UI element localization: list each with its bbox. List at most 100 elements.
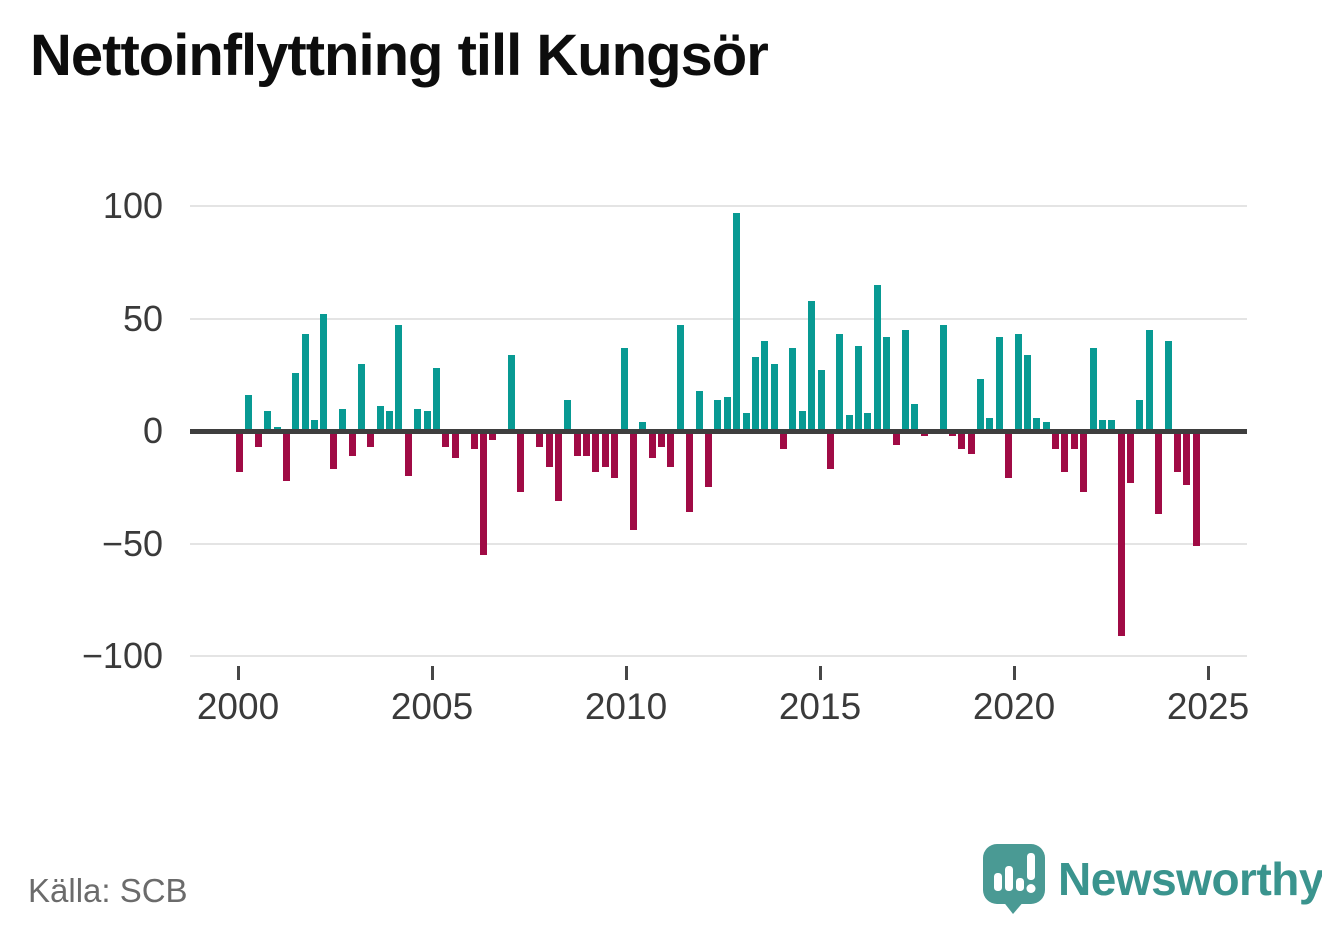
bar xyxy=(376,406,384,431)
bar xyxy=(751,356,759,431)
bar xyxy=(826,431,834,470)
gridline xyxy=(190,317,1247,320)
bar xyxy=(1145,329,1153,431)
y-tick-label: 0 xyxy=(142,410,163,451)
bar xyxy=(1080,431,1088,492)
bar xyxy=(864,413,872,431)
bar xyxy=(451,431,459,458)
bar xyxy=(723,397,731,431)
x-tick-mark xyxy=(1207,666,1210,680)
bar xyxy=(742,413,750,431)
bar xyxy=(357,363,365,431)
x-tick-label: 2015 xyxy=(778,686,862,727)
x-tick-mark xyxy=(431,666,434,680)
bar xyxy=(1174,431,1181,472)
bar xyxy=(911,404,919,431)
bar xyxy=(1061,431,1069,472)
bar xyxy=(892,431,900,445)
bar xyxy=(676,325,684,431)
bar xyxy=(761,341,769,431)
bar xyxy=(686,431,694,512)
bar xyxy=(320,314,328,431)
bar xyxy=(329,431,337,470)
bar xyxy=(939,325,947,431)
bar xyxy=(995,336,1003,431)
bar xyxy=(1070,431,1078,449)
chart-title: Nettoinflyttning till Kungsör xyxy=(30,23,769,88)
bar xyxy=(554,431,562,501)
bar xyxy=(432,368,440,431)
bar xyxy=(611,431,619,479)
gridline xyxy=(190,655,1247,657)
bar xyxy=(1023,354,1031,431)
bar xyxy=(1136,399,1144,431)
x-tick-mark xyxy=(819,666,822,680)
bar xyxy=(423,410,431,431)
bar xyxy=(1117,431,1125,636)
bar xyxy=(883,336,891,431)
bar xyxy=(901,329,909,431)
gridline xyxy=(190,542,1247,545)
bar xyxy=(414,408,422,431)
bar xyxy=(733,212,741,431)
bar xyxy=(808,300,816,431)
bar xyxy=(583,431,591,456)
bar xyxy=(1183,431,1191,485)
bar xyxy=(1164,341,1172,431)
bar xyxy=(508,354,516,431)
bar xyxy=(311,419,319,431)
y-tick-label: 50 xyxy=(122,297,163,339)
bar xyxy=(658,431,666,447)
newsworthy-logo-icon xyxy=(983,844,1045,914)
bar xyxy=(1098,419,1106,431)
bar xyxy=(395,325,403,431)
bar xyxy=(1127,431,1135,483)
bar xyxy=(236,431,243,472)
bar xyxy=(667,431,675,467)
bar xyxy=(489,431,497,440)
bar xyxy=(770,363,778,431)
gridline xyxy=(190,205,1247,207)
bar xyxy=(629,431,637,530)
newsworthy-branding: Newsworthy xyxy=(982,843,1322,915)
bar xyxy=(442,431,450,447)
bar xyxy=(789,347,797,431)
zero-axis-line xyxy=(190,429,1247,434)
x-tick-label: 2010 xyxy=(584,686,668,727)
y-tick-label: 100 xyxy=(102,185,163,226)
bar xyxy=(1005,431,1013,479)
bar xyxy=(855,345,863,431)
bar xyxy=(273,426,281,431)
bar xyxy=(1052,431,1060,449)
bar xyxy=(564,399,572,431)
plot-area xyxy=(190,205,1247,657)
bar xyxy=(292,372,300,431)
bar xyxy=(404,431,412,476)
newsworthy-wordmark: Newsworthy xyxy=(1058,853,1322,905)
bar xyxy=(601,431,609,467)
bar xyxy=(836,334,844,431)
bar xyxy=(986,417,994,431)
bar xyxy=(780,431,788,449)
bar xyxy=(1089,347,1097,431)
bar xyxy=(545,431,553,467)
y-tick-label: −50 xyxy=(101,522,163,564)
bar xyxy=(958,431,966,449)
bar xyxy=(695,390,703,431)
bar xyxy=(1192,431,1200,546)
bar xyxy=(873,284,881,431)
x-tick-mark xyxy=(625,666,628,680)
bar xyxy=(386,410,394,431)
bar xyxy=(817,370,825,431)
bar xyxy=(245,395,253,431)
bar xyxy=(620,347,628,431)
bar xyxy=(1033,417,1041,431)
bar xyxy=(339,408,347,431)
bar xyxy=(479,431,487,555)
bar xyxy=(845,415,853,431)
bar xyxy=(1108,419,1116,431)
bar xyxy=(367,431,375,447)
y-tick-label: −100 xyxy=(81,635,163,676)
x-tick-label: 2020 xyxy=(972,686,1056,727)
